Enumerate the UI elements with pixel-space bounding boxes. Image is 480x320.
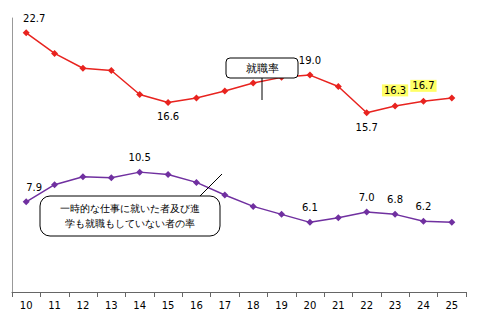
- svg-text:18: 18: [247, 300, 260, 311]
- svg-text:19: 19: [275, 300, 288, 311]
- svg-text:就職率: 就職率: [246, 62, 279, 75]
- svg-text:15: 15: [162, 300, 175, 311]
- svg-text:一時的な仕事に就いた者及び進: 一時的な仕事に就いた者及び進: [60, 203, 200, 214]
- svg-text:17: 17: [218, 300, 231, 311]
- svg-text:16.7: 16.7: [412, 80, 434, 91]
- svg-text:21: 21: [332, 300, 345, 311]
- svg-text:10.5: 10.5: [129, 152, 151, 163]
- svg-text:25: 25: [445, 300, 458, 311]
- svg-text:16: 16: [190, 300, 203, 311]
- svg-text:23: 23: [389, 300, 402, 311]
- svg-text:6.1: 6.1: [302, 202, 318, 213]
- svg-text:12: 12: [77, 300, 90, 311]
- svg-text:7.0: 7.0: [359, 192, 375, 203]
- svg-text:22.7: 22.7: [23, 13, 45, 24]
- svg-text:16.6: 16.6: [157, 111, 179, 122]
- svg-text:13: 13: [105, 300, 118, 311]
- svg-text:10: 10: [20, 300, 33, 311]
- svg-text:15.7: 15.7: [356, 122, 378, 133]
- svg-text:11: 11: [48, 300, 61, 311]
- svg-text:学も就職もしていない者の率: 学も就職もしていない者の率: [65, 218, 195, 229]
- svg-text:24: 24: [417, 300, 430, 311]
- svg-text:14: 14: [133, 300, 146, 311]
- svg-text:22: 22: [360, 300, 373, 311]
- svg-text:19.0: 19.0: [299, 55, 321, 66]
- svg-text:6.2: 6.2: [415, 201, 431, 212]
- svg-text:7.9: 7.9: [26, 182, 42, 193]
- svg-text:16.3: 16.3: [384, 85, 406, 96]
- svg-text:6.8: 6.8: [387, 194, 403, 205]
- svg-text:20: 20: [304, 300, 317, 311]
